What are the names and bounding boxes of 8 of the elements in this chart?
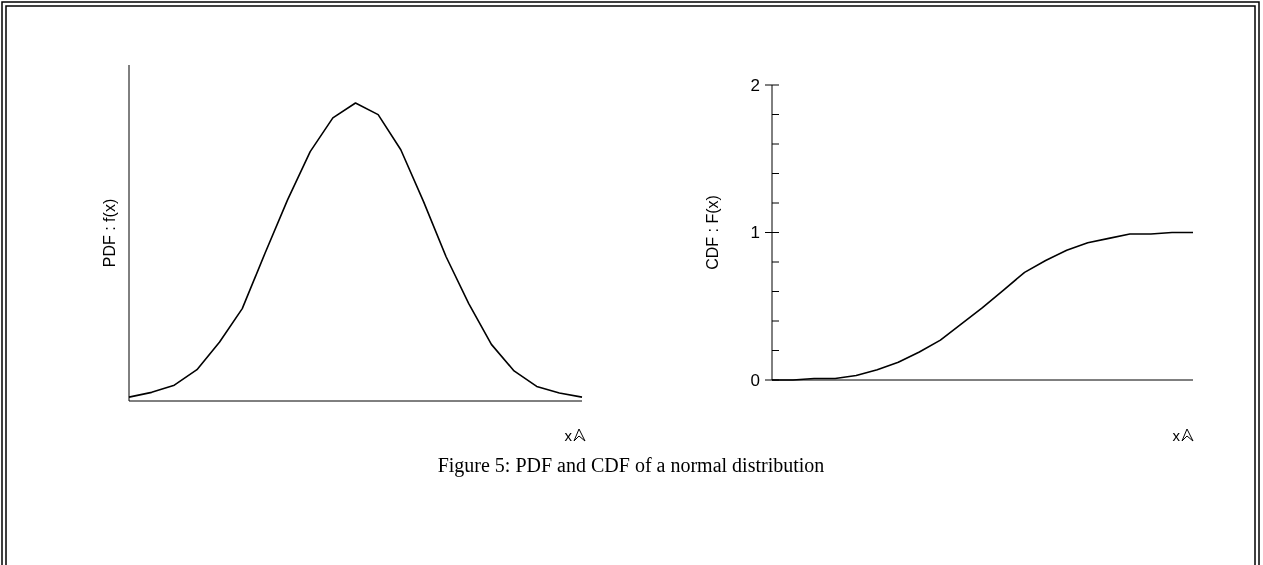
y-tick-label: 1 xyxy=(750,223,760,243)
caption: Figure 5: PDF and CDF of a normal distribution xyxy=(437,454,825,477)
x-axis-title: x xyxy=(564,427,573,444)
y-axis-title: PDF : f(x) xyxy=(101,198,118,268)
y-tick-label: 2 xyxy=(750,75,760,95)
y-tick-label: 0 xyxy=(750,370,760,390)
x-axis-title: x xyxy=(1172,427,1181,444)
y-axis-title: CDF : F(x) xyxy=(704,195,721,270)
